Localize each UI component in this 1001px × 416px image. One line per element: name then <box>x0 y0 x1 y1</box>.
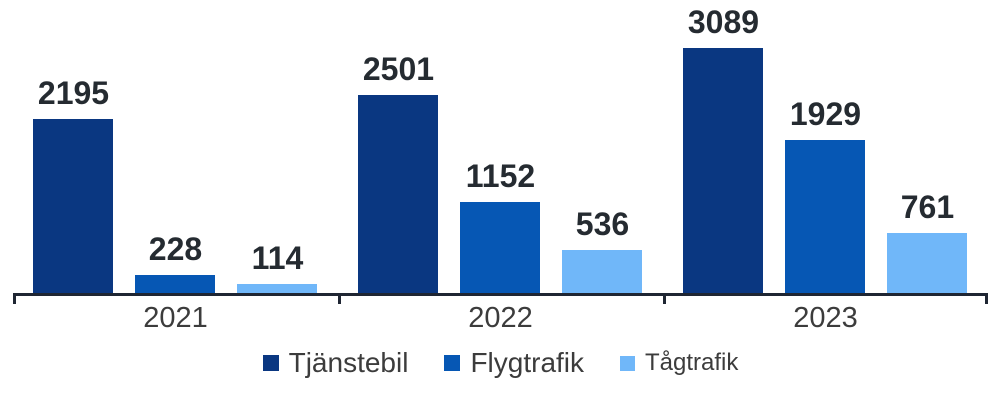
bar-wrap: 114 <box>237 240 318 293</box>
bar-wrap: 1929 <box>785 96 866 293</box>
legend-swatch-icon <box>620 355 636 371</box>
bar-flygtrafik-2023 <box>785 140 866 293</box>
x-axis-line <box>13 293 988 304</box>
data-label: 2501 <box>362 51 435 87</box>
x-axis-label-2022: 2022 <box>468 302 533 334</box>
bar-tågtrafik-2021 <box>237 284 318 293</box>
bar-group-2021: 2195 228 114 <box>13 10 338 293</box>
data-label: 761 <box>900 189 955 225</box>
legend-item-tågtrafik: Tågtrafik <box>620 349 738 377</box>
bar-tågtrafik-2022 <box>562 250 643 293</box>
legend-item-flygtrafik: Flygtrafik <box>444 347 584 379</box>
data-label: 2195 <box>37 75 110 111</box>
axis-tick <box>13 293 16 304</box>
bar-wrap: 761 <box>887 189 968 293</box>
bar-wrap: 2195 <box>33 75 114 293</box>
legend: Tjänstebil Flygtrafik Tågtrafik <box>0 347 1001 379</box>
bar-cluster: 3089 1929 761 <box>683 4 968 293</box>
data-label: 536 <box>575 206 630 242</box>
bar-wrap: 536 <box>562 206 643 293</box>
bar-wrap: 228 <box>135 231 216 293</box>
axis-tick <box>663 293 666 304</box>
legend-swatch-icon <box>262 355 279 371</box>
bar-cluster: 2195 228 114 <box>33 75 318 293</box>
x-axis-labels: 2021 2022 2023 <box>13 302 988 335</box>
bar-wrap: 1152 <box>460 158 541 293</box>
plot-area: 2195 228 114 2501 1152 536 3089 1929 761 <box>13 4 988 293</box>
bar-cluster: 2501 1152 536 <box>358 51 643 293</box>
legend-swatch-icon <box>444 355 461 371</box>
legend-label: Tjänstebil <box>288 347 409 378</box>
data-label: 1929 <box>789 96 862 132</box>
bar-tågtrafik-2023 <box>887 233 968 293</box>
bar-wrap: 2501 <box>358 51 439 293</box>
bar-tjänstebil-2022 <box>358 95 439 293</box>
legend-label: Flygtrafik <box>470 347 585 378</box>
axis-tick <box>337 293 341 304</box>
x-axis-label-2023: 2023 <box>793 302 858 334</box>
axis-tick <box>985 293 988 304</box>
data-label: 1152 <box>465 158 536 194</box>
bar-wrap: 3089 <box>683 4 764 293</box>
data-label: 228 <box>148 231 203 267</box>
bar-flygtrafik-2021 <box>135 275 216 293</box>
bar-group-2023: 3089 1929 761 <box>663 4 988 293</box>
data-label: 3089 <box>687 4 760 40</box>
data-label: 114 <box>251 240 304 276</box>
legend-item-tjänstebil: Tjänstebil <box>262 347 409 379</box>
bar-tjänstebil-2023 <box>683 48 764 293</box>
x-axis-label-2021: 2021 <box>143 302 208 334</box>
legend-label: Tågtrafik <box>645 349 739 376</box>
bar-flygtrafik-2022 <box>460 202 541 293</box>
bar-group-2022: 2501 1152 536 <box>338 10 663 293</box>
bar-tjänstebil-2021 <box>33 119 114 293</box>
